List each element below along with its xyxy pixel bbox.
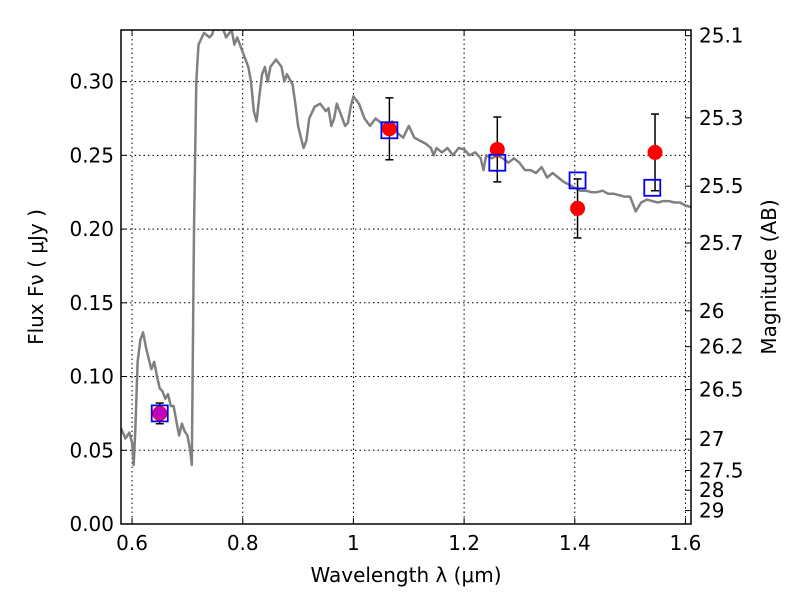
y-tick-label: 0.20 [69, 217, 114, 241]
y-tick-label: 0.10 [69, 365, 114, 389]
y2-tick-label: 25.7 [699, 231, 744, 255]
x-tick-label: 1.4 [559, 531, 591, 555]
y-tick-label: 0.00 [69, 512, 114, 536]
model-flux-point [380, 121, 399, 140]
y-tick-label: 0.30 [69, 70, 114, 94]
y2-tick-label: 27 [699, 427, 724, 451]
y2-tick-label: 25.1 [699, 24, 744, 48]
observed-flux-point [570, 200, 586, 216]
y-tick-label: 0.25 [69, 143, 114, 167]
x-tick-label: 1 [347, 531, 360, 555]
x-tick-label: 1.6 [670, 531, 702, 555]
observed-flux-point [647, 144, 663, 160]
model-flux-point [488, 153, 507, 172]
model-spectrum-line [121, 30, 691, 467]
x-tick-label: 0.6 [116, 531, 148, 555]
model-flux-point [643, 178, 662, 197]
y2-tick-label: 29 [699, 499, 724, 523]
x-tick-label: 1.2 [448, 531, 480, 555]
y2-tick-label: 25.5 [699, 174, 744, 198]
y-tick-label: 0.05 [69, 438, 114, 462]
observed-flux-point [489, 141, 505, 157]
plot-area [121, 30, 691, 467]
y2-tick-label: 27.5 [699, 458, 744, 482]
observed-flux-point [152, 405, 168, 421]
y2-axis-label: Magnitude (AB) [757, 199, 781, 354]
grid [121, 30, 691, 524]
axis-ticks: 0.6 0.8 1 1.2 1.4 1.6 0.00 0.05 0.10 0.15 0.20 0.25… [69, 24, 743, 555]
plot-frame [120, 29, 692, 525]
y-axis-label: Flux Fν ( μJy ) [24, 209, 48, 345]
model-flux-point [568, 171, 587, 190]
x-tick-label: 0.8 [227, 531, 259, 555]
y2-tick-label: 28 [699, 478, 724, 502]
y-tick-label: 0.15 [69, 291, 114, 315]
y2-tick-label: 26.5 [699, 378, 744, 402]
x-axis-label: Wavelength λ (μm) [310, 563, 501, 587]
y2-tick-label: 26.2 [699, 335, 744, 359]
y2-tick-label: 26 [699, 299, 724, 323]
y2-tick-label: 25.3 [699, 106, 744, 130]
observed-flux-point [381, 121, 397, 137]
model-flux-point [150, 404, 169, 423]
